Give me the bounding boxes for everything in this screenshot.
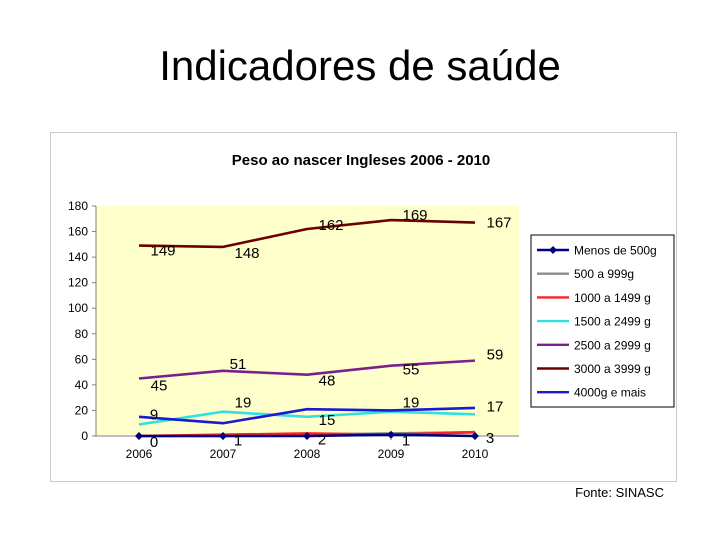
data-label: 3: [486, 430, 494, 447]
source-note: Fonte: SINASC: [575, 485, 664, 500]
data-label: 162: [318, 217, 343, 234]
y-tick-label: 60: [75, 352, 89, 366]
legend-entry: 1000 a 1499 g: [574, 291, 651, 305]
data-label: 19: [235, 395, 252, 412]
data-label: 9: [150, 407, 158, 424]
data-label: 45: [151, 378, 168, 395]
x-tick-label: 2010: [462, 447, 489, 461]
y-tick-label: 0: [81, 429, 88, 443]
y-tick-label: 120: [68, 276, 88, 290]
data-label: 17: [487, 398, 504, 415]
plot-area: [96, 206, 519, 436]
series-line-4: [138, 359, 476, 380]
legend-entry: Menos de 500g: [574, 244, 657, 258]
data-label: 59: [487, 347, 504, 364]
data-label: 169: [402, 207, 427, 224]
data-point-marker: [303, 432, 311, 440]
data-label: 149: [150, 243, 175, 260]
y-tick-label: 40: [75, 378, 89, 392]
x-tick-label: 2007: [210, 447, 237, 461]
data-label: 48: [319, 373, 336, 390]
data-label: 1: [234, 433, 242, 450]
y-tick-label: 100: [68, 301, 88, 315]
legend-entry: 500 a 999g: [574, 267, 634, 281]
legend-marker: [549, 246, 557, 254]
x-tick-label: 2008: [294, 447, 321, 461]
chart-title: Peso ao nascer Ingleses 2006 - 2010: [232, 152, 491, 169]
data-label: 148: [234, 245, 259, 262]
legend-entry: 1500 a 2499 g: [574, 315, 651, 329]
legend-entry: 2500 a 2999 g: [574, 338, 651, 352]
data-point-marker: [471, 432, 479, 440]
y-tick-label: 180: [68, 199, 88, 213]
x-tick-label: 2009: [378, 447, 405, 461]
line-chart: Peso ao nascer Ingleses 2006 - 2010 0204…: [68, 152, 675, 461]
series-line-3: [138, 410, 476, 426]
series-line-6: [138, 406, 476, 425]
slide-title: Indicadores de saúde: [159, 42, 561, 89]
data-point-marker: [135, 432, 143, 440]
data-label: 51: [230, 356, 247, 373]
x-tick-label: 2006: [126, 447, 153, 461]
data-label: 2: [318, 431, 326, 448]
y-tick-label: 80: [75, 327, 89, 341]
data-label: 1: [402, 433, 410, 450]
y-tick-label: 20: [75, 403, 89, 417]
y-tick-label: 160: [68, 225, 88, 239]
chart-frame: Peso ao nascer Ingleses 2006 - 2010 0 20 4…: [50, 132, 677, 482]
data-point-marker: [387, 430, 395, 439]
data-point-marker: [219, 432, 227, 440]
data-label: 0: [150, 434, 158, 451]
y-tick-label: 140: [68, 250, 88, 264]
data-label: 55: [403, 362, 420, 379]
legend-entry: 3000 a 3999 g: [574, 362, 651, 376]
series-line-5: [138, 218, 476, 249]
data-label: 19: [403, 395, 420, 412]
data-label: 167: [486, 215, 511, 232]
data-label: 15: [319, 412, 336, 429]
legend-entry: 4000g e mais: [574, 386, 646, 400]
